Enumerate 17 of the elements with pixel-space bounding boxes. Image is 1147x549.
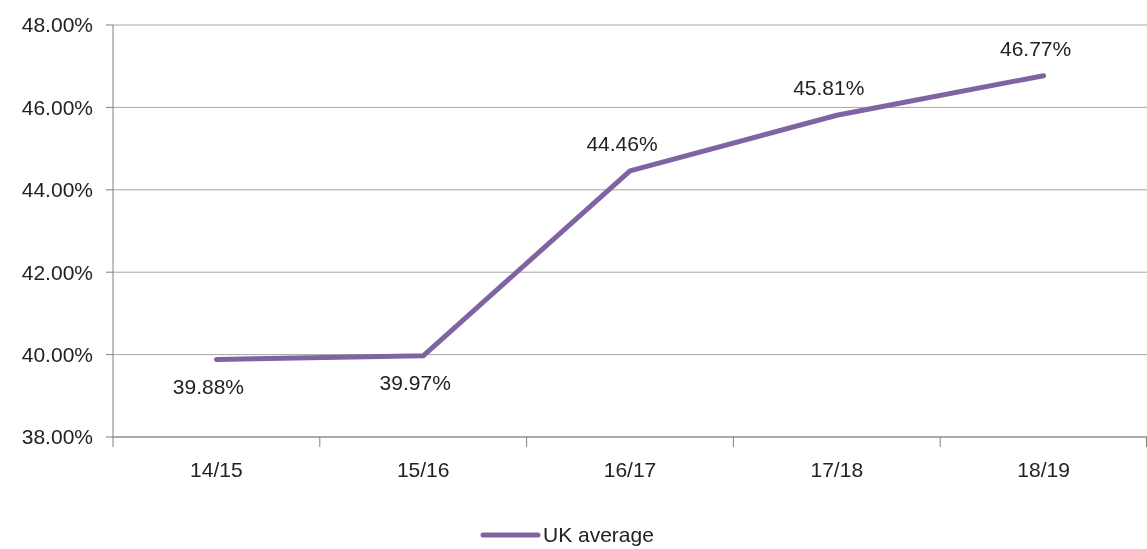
y-tick-label: 40.00% [21, 342, 93, 366]
x-tick-label: 18/19 [1017, 458, 1070, 481]
y-tick-label: 42.00% [21, 260, 93, 284]
data-label: 45.81% [793, 76, 865, 100]
y-tick-label: 44.00% [21, 178, 93, 202]
data-label: 46.77% [999, 36, 1072, 60]
x-tick-label: 16/17 [603, 458, 657, 481]
data-label: 39.88% [172, 374, 245, 398]
legend-label: UK average [543, 523, 654, 547]
x-tick-label: 15/16 [396, 458, 450, 481]
y-tick-label: 38.00% [21, 425, 93, 449]
y-tick-label: 48.00% [21, 13, 93, 37]
y-tick-label: 46.00% [21, 95, 93, 119]
x-tick-label: 14/15 [190, 458, 243, 481]
data-label: 39.97% [379, 370, 451, 394]
x-tick-label: 17/18 [810, 458, 864, 481]
data-label: 44.46% [586, 131, 658, 155]
